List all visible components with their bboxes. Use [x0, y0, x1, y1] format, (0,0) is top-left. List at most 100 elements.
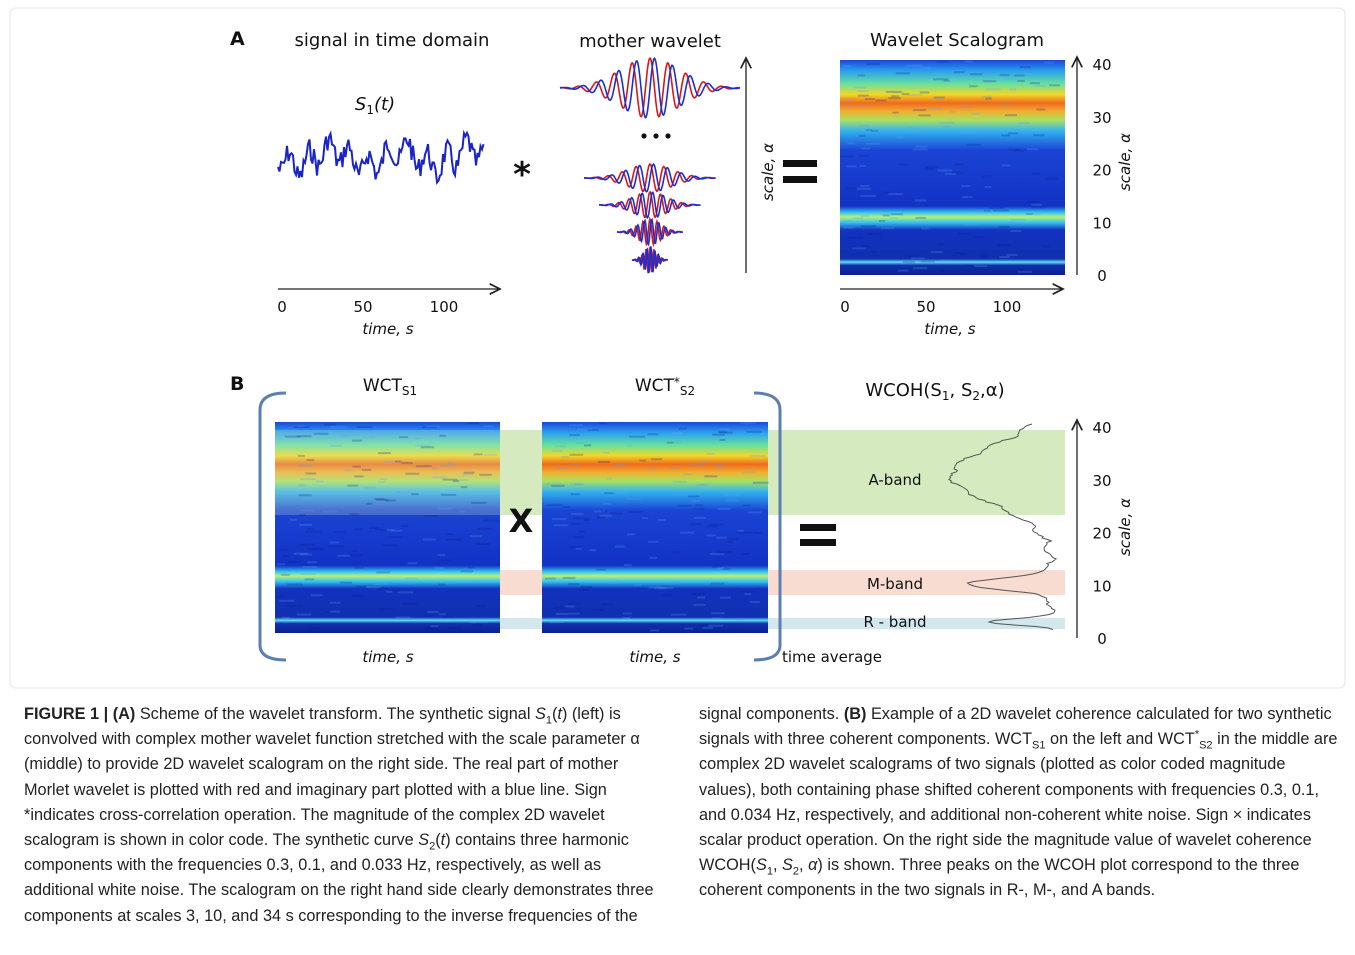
- speckle: [888, 193, 904, 196]
- speckle: [463, 471, 475, 474]
- speckle: [857, 74, 866, 77]
- speckle: [919, 91, 930, 94]
- speckle: [860, 127, 870, 130]
- speckle: [859, 164, 866, 167]
- text-run: 1: [942, 389, 950, 403]
- speckle: [347, 484, 359, 487]
- caption-run: ) (left) is convolved with complex mothe…: [24, 705, 640, 850]
- speckle: [554, 466, 569, 469]
- speckle: [324, 610, 332, 613]
- speckle: [944, 172, 957, 175]
- speckle: [854, 86, 867, 89]
- speckle: [901, 93, 910, 96]
- speckle: [1043, 61, 1054, 64]
- speckle: [460, 570, 473, 573]
- speckle: [628, 511, 644, 513]
- speckle: [861, 147, 871, 150]
- speckle: [375, 528, 382, 531]
- speckle: [856, 187, 871, 190]
- speckle: [918, 114, 931, 117]
- speckle: [596, 568, 607, 571]
- speckle: [861, 245, 870, 248]
- speckle: [1045, 177, 1058, 180]
- speckle: [545, 577, 556, 580]
- speckle: [982, 175, 992, 178]
- speckle: [860, 215, 870, 218]
- speckle: [555, 445, 567, 448]
- speckle: [710, 553, 725, 556]
- speckle: [712, 463, 725, 466]
- speckle: [1006, 210, 1016, 212]
- speckle: [420, 446, 435, 449]
- speckle: [723, 494, 739, 497]
- speckle: [376, 571, 391, 574]
- speckle: [847, 236, 863, 239]
- speckle: [591, 609, 604, 612]
- speckle: [881, 227, 895, 230]
- speckle: [300, 553, 313, 556]
- speckle: [960, 105, 972, 108]
- speckle: [386, 529, 395, 531]
- speckle: [366, 586, 381, 589]
- speckle: [683, 473, 692, 476]
- speckle: [752, 481, 769, 484]
- speckle: [351, 439, 363, 442]
- speckle: [840, 155, 854, 158]
- speckle: [687, 495, 700, 498]
- speckle: [388, 536, 404, 539]
- speckle: [402, 602, 417, 605]
- speckle: [744, 593, 752, 596]
- speckle: [569, 463, 580, 466]
- speckle: [641, 516, 648, 519]
- speckle: [903, 261, 915, 264]
- caption-run: ,: [799, 856, 809, 875]
- speckle: [422, 538, 436, 541]
- speckle: [380, 529, 388, 532]
- speckle: [915, 216, 927, 219]
- speckle: [648, 586, 661, 589]
- speckle: [963, 223, 979, 226]
- speckle: [1017, 270, 1033, 273]
- speckle: [671, 550, 682, 553]
- speckle: [306, 459, 315, 462]
- speckle: [859, 154, 870, 157]
- speckle: [356, 426, 373, 428]
- speckle: [599, 514, 613, 517]
- speckle: [633, 584, 642, 587]
- speckle: [477, 527, 492, 530]
- speckle: [691, 593, 706, 596]
- speckle: [434, 566, 444, 569]
- speckle: [575, 547, 583, 550]
- x-axis-label: time, s: [629, 648, 680, 666]
- speckle: [442, 478, 458, 481]
- speckle: [352, 465, 361, 468]
- speckle: [719, 596, 731, 599]
- speckle: [985, 88, 1001, 91]
- speckle: [627, 533, 635, 536]
- speckle: [1029, 82, 1040, 85]
- speckle: [293, 552, 309, 555]
- caption-run: (: [435, 831, 441, 850]
- speckle: [282, 554, 290, 557]
- speckle: [1033, 134, 1045, 137]
- speckle: [594, 510, 606, 513]
- caption-run: in the middle are complex 2D wavelet sca…: [699, 730, 1338, 875]
- speckle: [462, 473, 473, 476]
- speckle: [852, 217, 864, 220]
- speckle: [299, 509, 315, 512]
- speckle: [483, 453, 497, 456]
- speckle: [352, 594, 364, 597]
- speckle: [401, 462, 413, 465]
- speckle: [743, 471, 756, 474]
- speckle: [983, 209, 990, 212]
- speckle: [920, 227, 929, 230]
- speckle: [353, 566, 365, 569]
- speckle: [694, 504, 704, 507]
- speckle: [671, 441, 683, 444]
- speckle: [554, 606, 567, 609]
- speckle: [562, 506, 570, 509]
- speckle: [282, 429, 299, 432]
- speckle: [949, 110, 956, 113]
- speckle: [734, 628, 743, 631]
- text-run: S: [355, 94, 366, 115]
